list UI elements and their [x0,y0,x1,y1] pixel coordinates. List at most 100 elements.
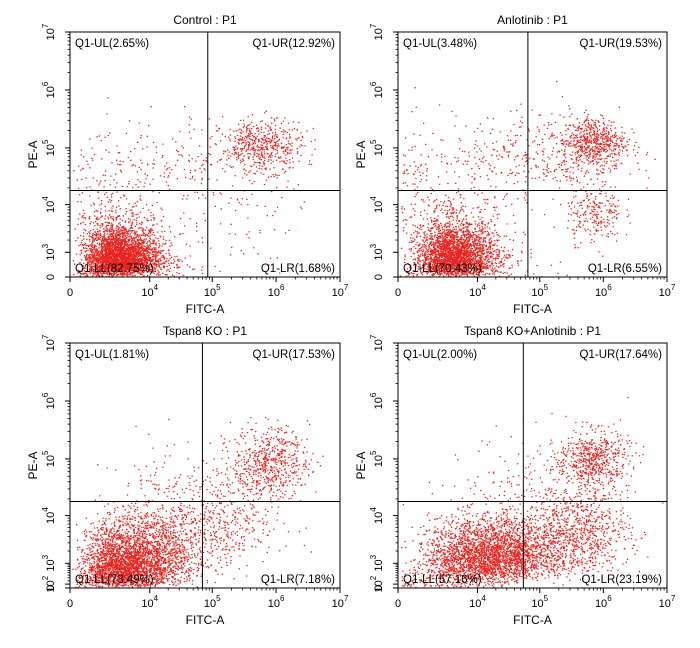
event-dot [109,199,111,201]
event-dot [104,264,106,266]
event-dot [132,255,134,257]
event-dot [98,218,100,220]
event-dot [129,249,131,251]
event-dot [109,238,111,241]
event-dot [92,259,94,262]
event-dot [268,133,270,135]
event-dot [118,255,120,257]
event-dot [95,263,97,266]
event-dot [492,215,495,217]
event-dot [104,258,106,260]
event-dot [263,156,265,158]
event-dot [136,238,138,240]
event-dot [264,146,266,148]
event-dot [107,254,109,256]
event-dot [123,229,125,231]
event-dot [107,258,109,261]
event-dot [127,260,129,262]
event-dot [121,185,123,187]
event-dot [287,140,289,142]
event-dot [94,234,96,236]
event-dot [427,259,430,261]
event-dot [76,253,78,255]
event-dot [138,227,140,229]
event-dot [157,263,160,265]
event-dot [144,261,146,263]
event-dot [486,235,488,237]
event-dot [134,259,136,261]
event-dot [224,135,226,138]
event-dot [186,264,188,266]
event-dot [233,154,235,156]
event-dot [93,237,95,239]
event-dot [114,264,116,266]
event-dot [423,241,425,244]
event-dot [101,240,103,242]
event-dot [263,173,265,175]
event-dot [104,265,106,267]
event-dot [181,155,183,157]
event-dot [164,262,166,264]
event-dot [269,127,271,129]
event-dot [93,248,95,250]
event-dot [116,236,118,238]
event-dot [188,159,190,162]
event-dot [219,159,221,161]
event-dot [101,224,104,226]
event-dot [238,143,240,145]
event-dot [81,249,83,251]
event-dot [122,226,124,228]
event-dot [253,135,256,138]
event-dot [132,252,135,255]
event-dot [101,247,103,250]
event-dot [133,269,135,272]
event-dot [442,238,444,240]
event-dot [245,126,248,129]
event-dot [470,273,472,275]
event-dot [122,273,125,276]
event-dot [101,225,103,227]
event-dot [446,261,449,263]
event-dot [86,275,88,277]
event-dot [274,155,276,158]
event-dot [116,270,118,272]
event-dot [96,242,98,245]
event-dot [99,234,102,237]
event-dot [254,141,256,143]
event-dot [96,268,98,270]
event-dot [249,143,251,145]
event-dot [116,243,118,246]
event-dot [137,268,139,270]
event-dot [264,140,266,142]
event-dot [256,204,258,207]
event-dot [139,273,142,276]
event-dot [115,235,118,237]
event-dot [131,165,133,167]
event-dot [102,267,104,269]
event-dot [263,159,266,162]
event-dot [123,250,125,252]
event-dot [101,266,103,268]
event-dot [131,268,133,270]
event-dot [131,230,133,232]
quadrant-label-lr: Q1-LR(1.68%) [261,263,335,275]
event-dot [82,217,84,219]
event-dot [117,235,119,237]
event-dot [88,218,90,220]
event-dot [117,267,120,270]
event-dot [255,124,258,126]
event-dot [114,241,116,244]
event-dot [283,131,285,133]
event-dot [267,130,269,132]
event-dot [123,260,126,262]
event-dot [130,260,132,263]
event-dot [103,272,105,274]
event-dot [278,174,280,176]
event-dot [143,249,145,252]
event-dot [229,165,231,167]
event-dot [211,136,213,138]
event-dot [275,153,277,155]
event-dot [106,239,108,241]
event-dot [168,188,171,191]
event-dot [162,236,165,238]
